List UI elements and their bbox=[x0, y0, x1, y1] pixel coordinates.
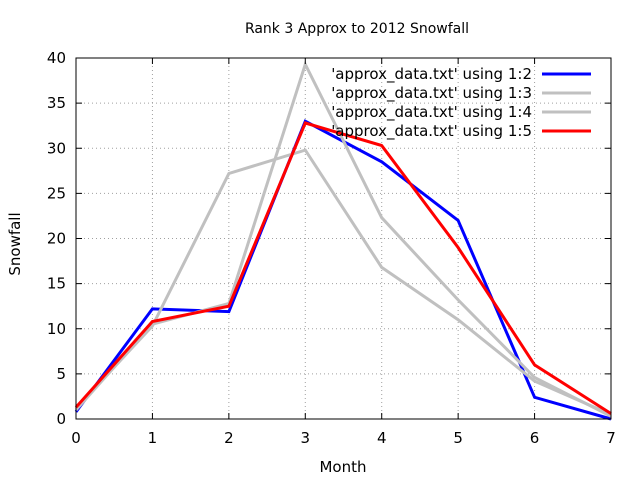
grid bbox=[76, 58, 611, 419]
x-axis-label: Month bbox=[319, 458, 366, 476]
y-tick-label: 40 bbox=[47, 49, 66, 67]
x-tick-label: 5 bbox=[453, 429, 463, 447]
y-tick-label: 35 bbox=[47, 94, 66, 112]
y-tick-label: 20 bbox=[47, 230, 66, 248]
x-tick-label: 0 bbox=[71, 429, 81, 447]
y-tick-label: 10 bbox=[47, 320, 66, 338]
x-tick-label: 3 bbox=[301, 429, 311, 447]
legend-label: 'approx_data.txt' using 1:4 bbox=[331, 103, 532, 122]
series-line-4 bbox=[74, 121, 612, 415]
x-tick-label: 7 bbox=[606, 429, 616, 447]
y-axis-label: Snowfall bbox=[6, 212, 24, 275]
y-tick-label: 25 bbox=[47, 184, 66, 202]
x-tick-label: 2 bbox=[224, 429, 234, 447]
x-tick-label: 4 bbox=[377, 429, 387, 447]
series-lines bbox=[74, 60, 612, 421]
legend-label: 'approx_data.txt' using 1:5 bbox=[331, 122, 532, 141]
legend: 'approx_data.txt' using 1:2'approx_data.… bbox=[331, 65, 591, 141]
x-tick-label: 6 bbox=[530, 429, 540, 447]
series-line-2 bbox=[74, 148, 612, 416]
legend-label: 'approx_data.txt' using 1:2 bbox=[331, 65, 532, 84]
y-tick-label: 30 bbox=[47, 139, 66, 157]
series-line-3 bbox=[74, 60, 612, 418]
y-tick-label: 15 bbox=[47, 275, 66, 293]
y-tick-label: 5 bbox=[56, 365, 66, 383]
x-axis-ticks: 0 1 2 3 4 5 6 7 bbox=[71, 58, 616, 447]
legend-label: 'approx_data.txt' using 1:3 bbox=[331, 84, 532, 103]
chart-title: Rank 3 Approx to 2012 Snowfall bbox=[245, 21, 469, 37]
y-axis-ticks: 0 5 10 15 20 25 30 35 40 bbox=[47, 49, 611, 428]
y-tick-label: 0 bbox=[56, 410, 66, 428]
x-tick-label: 1 bbox=[148, 429, 158, 447]
